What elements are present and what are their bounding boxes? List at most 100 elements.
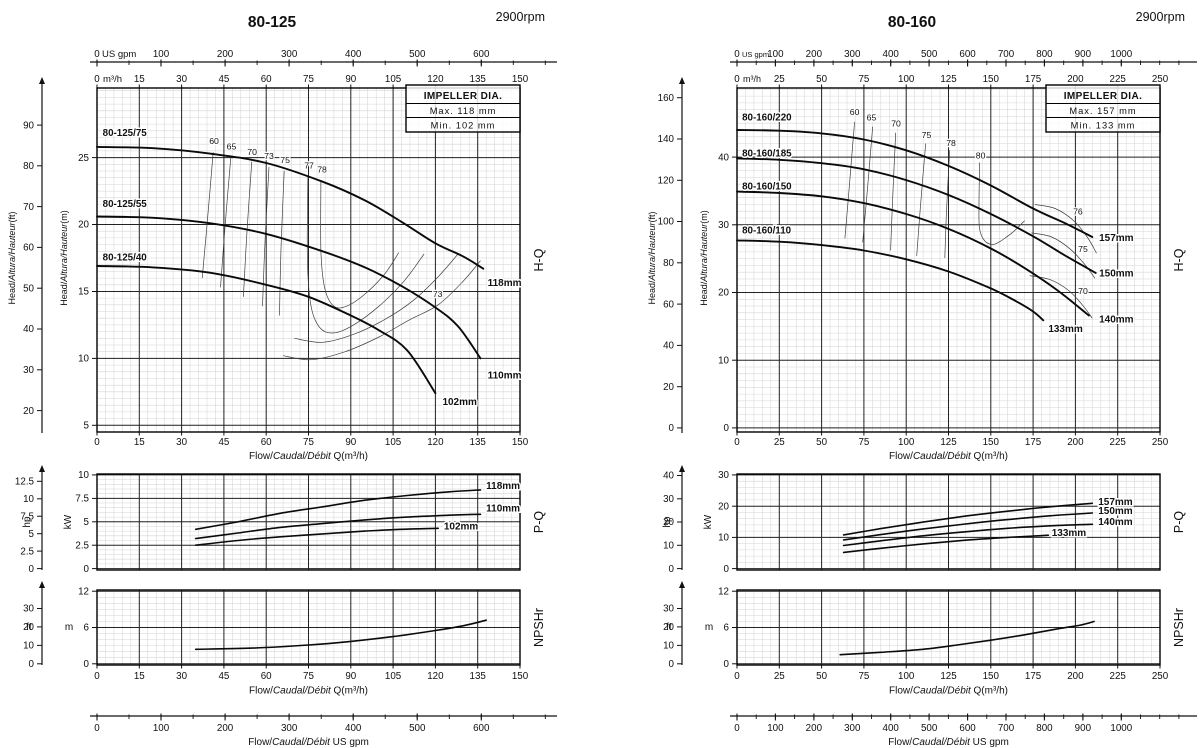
npsh-curve bbox=[839, 620, 1095, 656]
diameter-label-157mm: 157mm bbox=[1099, 233, 1134, 244]
flow-tick-label: 150 bbox=[983, 437, 1000, 448]
m3h-tick-label: 75 bbox=[858, 74, 869, 85]
hp-tick-label: 0 bbox=[29, 564, 35, 575]
npsh-m-tick-label: 0 bbox=[724, 659, 730, 670]
flow-tick-label: 50 bbox=[816, 671, 827, 682]
npsh-m-tick-label: 6 bbox=[84, 623, 90, 634]
impeller-max-value: Max. 157 mm bbox=[1069, 106, 1136, 116]
axis-arrow bbox=[39, 581, 45, 588]
gpm-tick-label: 1000 bbox=[1110, 49, 1132, 60]
flow-tick-label: 105 bbox=[385, 437, 402, 448]
flow-tick-label: 100 bbox=[898, 437, 915, 448]
m3h-tick-label: 135 bbox=[470, 74, 487, 85]
head-ft-tick-label: 60 bbox=[23, 243, 34, 254]
hq-curve-133mm bbox=[736, 239, 1045, 322]
head-m-tick-label: 20 bbox=[718, 288, 729, 299]
gpm-tick-label: 500 bbox=[409, 49, 426, 60]
hp-tick-label: 40 bbox=[663, 471, 674, 482]
efficiency-line-70 bbox=[1029, 275, 1093, 319]
flow-tick-label: 200 bbox=[1067, 437, 1084, 448]
efficiency-label-65: 65 bbox=[227, 142, 237, 152]
diameter-label-102mm: 102mm bbox=[442, 397, 477, 408]
flow-tick-label: 225 bbox=[1110, 671, 1127, 682]
pq-diameter-label-150mm: 150mm bbox=[1098, 506, 1133, 517]
hp-tick-label: 7.5 bbox=[20, 511, 34, 522]
pq-curve-118mm bbox=[194, 489, 482, 531]
gpm-bottom-tick-label: 600 bbox=[473, 723, 490, 734]
gpm-bottom-tick-label: 300 bbox=[844, 723, 861, 734]
efficiency-line-60 bbox=[844, 121, 855, 239]
family-label-80-160/110: 80-160/110 bbox=[742, 226, 792, 237]
pq-diameter-label-102mm: 102mm bbox=[444, 521, 479, 532]
m3h-tick-label: 105 bbox=[385, 74, 402, 85]
impeller-min-value: Min. 102 mm bbox=[431, 121, 496, 131]
m3h-tick-label: 90 bbox=[345, 74, 356, 85]
gpm-tick-label: 100 bbox=[767, 49, 784, 60]
gpm-tick-label: 0 bbox=[94, 49, 100, 60]
m3h-tick-label: 225 bbox=[1110, 74, 1127, 85]
head-ft-tick-label: 160 bbox=[658, 93, 675, 104]
head-ft-tick-label: 100 bbox=[658, 217, 675, 228]
flow-tick-label: 225 bbox=[1110, 437, 1127, 448]
efficiency-label-70: 70 bbox=[1078, 286, 1088, 296]
flow-axis-title: Flow/Caudal/Débit Q(m³/h) bbox=[889, 451, 1008, 462]
npsh-m-tick-label: 12 bbox=[718, 586, 729, 597]
efficiency-line-73 bbox=[262, 166, 270, 307]
hp-tick-label: 5 bbox=[29, 529, 35, 540]
axis-arrow bbox=[679, 581, 685, 588]
gpm-tick-label: 400 bbox=[345, 49, 362, 60]
m3h-unit-label: m³/h bbox=[103, 74, 122, 85]
npsh-m-axis-title: m bbox=[705, 622, 713, 633]
m3h-tick-label: 100 bbox=[898, 74, 915, 85]
gpm-bottom-tick-label: 200 bbox=[806, 723, 823, 734]
impeller-min-value: Min. 133 mm bbox=[1071, 121, 1136, 131]
flow-tick-label: 150 bbox=[512, 671, 529, 682]
axis-arrow bbox=[39, 77, 45, 84]
hp-tick-label: 10 bbox=[663, 541, 674, 552]
head-m-tick-label: 0 bbox=[724, 423, 730, 434]
diameter-label-150mm: 150mm bbox=[1099, 268, 1134, 279]
hp-tick-label: 0 bbox=[669, 564, 675, 575]
head-ft-tick-label: 0 bbox=[669, 423, 675, 434]
hq-curve-150mm bbox=[736, 157, 1097, 274]
pq-curve-133mm bbox=[842, 534, 1050, 554]
flow-tick-label: 50 bbox=[816, 437, 827, 448]
npsh-m-tick-label: 6 bbox=[724, 623, 730, 634]
m3h-tick-label: 125 bbox=[940, 74, 957, 85]
family-label-80-160/185: 80-160/185 bbox=[742, 148, 792, 159]
efficiency-line-78 bbox=[944, 150, 951, 259]
kw-tick-label: 10 bbox=[718, 533, 729, 544]
flow-tick-label: 125 bbox=[940, 437, 957, 448]
impeller-max-value: Max. 118 mm bbox=[430, 106, 497, 116]
flow-tick-label: 25 bbox=[774, 437, 785, 448]
head-ft-tick-label: 60 bbox=[663, 299, 674, 310]
head-ft-tick-label: 40 bbox=[663, 341, 674, 352]
hp-tick-label: 12.5 bbox=[15, 476, 35, 487]
gpm-tick-label: 800 bbox=[1036, 49, 1053, 60]
flow-axis-title: Flow/Caudal/Débit Q(m³/h) bbox=[249, 686, 368, 697]
diameter-label-133mm: 133mm bbox=[1048, 324, 1083, 335]
gpm-bottom-tick-label: 500 bbox=[921, 723, 938, 734]
gpm-tick-label: 700 bbox=[998, 49, 1015, 60]
head-ft-tick-label: 20 bbox=[23, 406, 34, 417]
npsh-ft-tick-label: 0 bbox=[669, 659, 675, 670]
flow-tick-label: 105 bbox=[385, 671, 402, 682]
flow-tick-label: 90 bbox=[345, 671, 356, 682]
head-ft-tick-label: 80 bbox=[23, 161, 34, 172]
gpm-bottom-tick-label: 500 bbox=[409, 723, 426, 734]
hq-curve-140mm bbox=[736, 190, 1090, 317]
head-m-tick-label: 25 bbox=[78, 153, 89, 164]
npsh-ft-tick-label: 10 bbox=[23, 641, 34, 652]
head-m-tick-label: 10 bbox=[718, 355, 729, 366]
kw-tick-label: 20 bbox=[718, 501, 729, 512]
m3h-tick-label: 120 bbox=[427, 74, 444, 85]
gpm-bottom-tick-label: 400 bbox=[883, 723, 900, 734]
efficiency-label-75: 75 bbox=[922, 130, 932, 140]
pq-curve-140mm bbox=[842, 523, 1094, 547]
gpm-tick-label: 600 bbox=[959, 49, 976, 60]
gpm-tick-label: 300 bbox=[281, 49, 298, 60]
head-m-tick-label: 10 bbox=[78, 354, 89, 365]
pq-diameter-label-157mm: 157mm bbox=[1098, 497, 1133, 508]
